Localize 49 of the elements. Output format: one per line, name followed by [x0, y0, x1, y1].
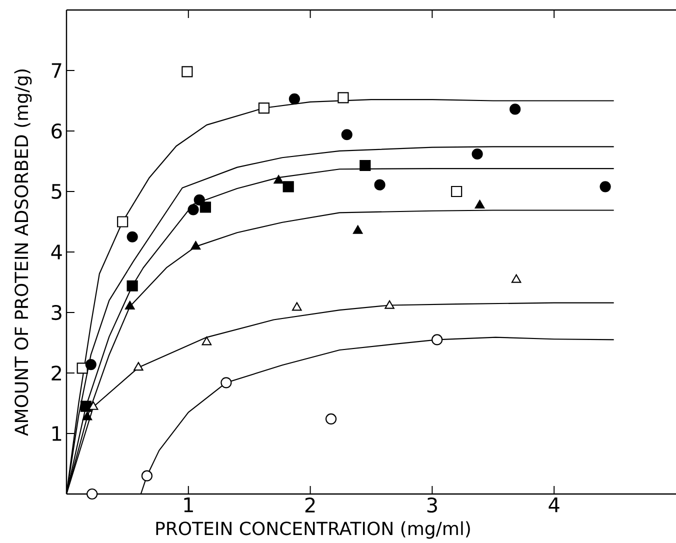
point [341, 129, 352, 140]
point [292, 302, 302, 311]
x-tick-label: 3 [427, 498, 437, 513]
x-axis-title: PROTEIN CONCENTRATION (mg/ml) [156, 521, 470, 539]
point [600, 181, 611, 192]
x-tick-label: 1 [184, 498, 193, 512]
point [511, 274, 522, 283]
point [220, 377, 232, 388]
point [352, 225, 363, 234]
point [510, 104, 521, 115]
point [200, 202, 212, 213]
point [432, 334, 443, 346]
point [117, 216, 128, 228]
point [141, 470, 153, 482]
x-tick-label: 4 [548, 498, 560, 512]
point [384, 300, 394, 309]
y-tick-label: 7 [52, 63, 62, 78]
point [451, 186, 462, 198]
point [325, 413, 337, 425]
point [80, 400, 92, 412]
point [274, 175, 284, 184]
y-tick-label: 5 [52, 184, 62, 199]
x-tick-label: 2 [305, 498, 315, 512]
y-tick-label: 1 [52, 426, 62, 441]
point [82, 412, 92, 420]
point [474, 200, 485, 208]
y-axis-title: AMOUNT OF PROTEIN ADSORBED (mg/g) [14, 70, 32, 436]
y-tick-label: 3 [52, 304, 62, 320]
point [126, 280, 138, 292]
point [472, 148, 483, 160]
point [85, 358, 96, 370]
point [258, 102, 270, 114]
point [374, 179, 386, 190]
point [288, 93, 300, 104]
point [86, 488, 98, 500]
point [202, 336, 212, 346]
point [126, 231, 138, 242]
point [190, 241, 201, 250]
point [182, 66, 193, 78]
point [134, 362, 144, 371]
point [338, 92, 349, 104]
point [88, 401, 98, 410]
point [188, 204, 199, 216]
y-tick-label: 4 [51, 244, 62, 260]
y-tick-label: 6 [52, 123, 62, 139]
point [125, 300, 135, 310]
y-tick-label: 2 [52, 366, 61, 380]
point [360, 160, 371, 172]
point [282, 181, 294, 192]
